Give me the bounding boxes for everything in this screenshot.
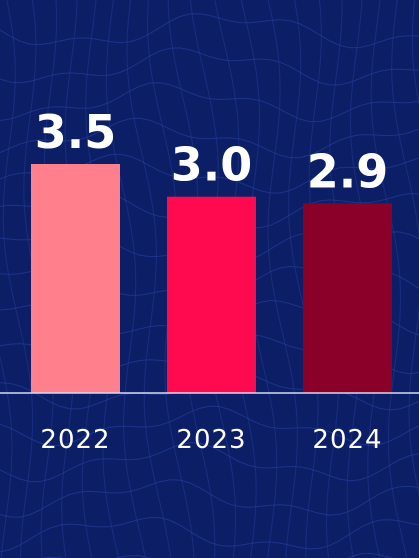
mesh-line — [0, 117, 419, 159]
bar-2023 — [167, 196, 256, 393]
mesh-line — [391, 0, 419, 496]
mesh-line — [0, 516, 419, 553]
mesh-line — [411, 0, 419, 107]
mesh-line — [288, 0, 319, 558]
mesh-line — [370, 0, 408, 558]
bar-2022 — [31, 164, 120, 393]
mesh-line — [0, 355, 13, 558]
category-label-2023: 2023 — [176, 425, 246, 455]
mesh-line — [0, 442, 419, 483]
value-label-2024: 2.9 — [307, 144, 389, 198]
bars-layer — [31, 164, 392, 393]
mesh-line — [0, 479, 419, 518]
bar-2024 — [303, 203, 392, 393]
mesh-line — [2, 0, 34, 558]
mesh-line — [267, 0, 298, 558]
value-label-2023: 3.0 — [171, 138, 253, 192]
category-label-2022: 2022 — [40, 425, 110, 455]
category-label-2024: 2024 — [312, 425, 382, 455]
mesh-line — [126, 0, 172, 558]
labels-layer: 3.5 2022 3.0 2023 2.9 2024 — [35, 105, 389, 455]
mesh-line — [0, 13, 419, 49]
mesh-line — [0, 405, 419, 447]
value-label-2022: 3.5 — [35, 105, 117, 159]
mesh-line — [105, 0, 146, 558]
mesh-line — [0, 82, 419, 123]
mesh-line — [0, 47, 419, 86]
mesh-line — [39, 552, 394, 558]
